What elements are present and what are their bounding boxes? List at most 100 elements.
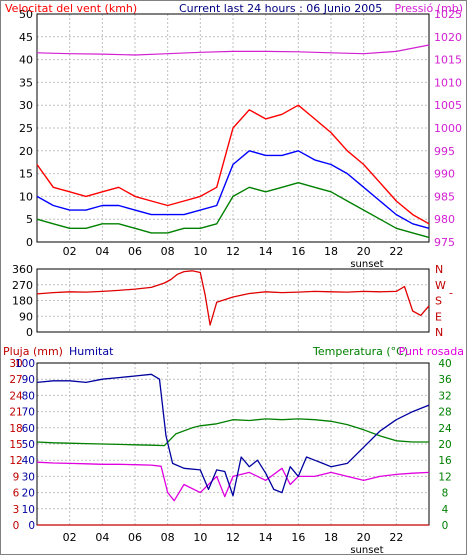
dewpoint-axis-title: Punt rosada [399,345,464,358]
pressure-tick-right: 1010 [434,76,462,89]
temperature-tick: 28 [438,407,451,419]
temperature-tick: 4 [442,504,449,516]
wind-axis-title: Velocitat del vent (kmh) [5,2,137,15]
rain-tick: 24 [9,390,23,402]
wind-tick-x: 02 [63,245,77,258]
pressure-tick-right: 975 [434,236,455,249]
humidity-temperature-chart: 0369121518212427300102030405060708090100… [3,345,464,554]
hum-tick-x: 22 [389,531,403,544]
pressure-tick-right: 1005 [434,99,462,112]
pressure-tick-right: 990 [434,168,455,181]
rain-tick: 21 [9,407,22,419]
humidity-tick: 0 [28,520,35,532]
series-line-avg [36,150,430,229]
hum-tick-x: 08 [161,531,175,544]
wind-tick-left: 5 [26,213,33,226]
rain-tick: 3 [13,504,20,516]
wind-tick-x: 12 [226,245,240,258]
dir-tick-left: 0 [26,326,33,339]
wind-tick-left: 15 [19,168,33,181]
dir-tick-right: S [435,295,442,308]
temperature-tick: 12 [438,471,451,483]
hum-tick-x: 02 [63,531,77,544]
dir-tick-left: 270 [12,279,33,292]
wind-tick-left: 0 [26,236,33,249]
humidity-tick: 50 [22,439,35,451]
pressure-tick-right: 995 [434,145,455,158]
humidity-tick: 70 [22,407,35,419]
pressure-axis-title: Pressió (mb) [394,2,463,15]
sunset-label: sunset [350,545,383,554]
rain-tick: 30 [9,358,22,370]
wind-tick-left: 50 [19,8,33,21]
temperature-tick: 0 [442,520,449,532]
hum-tick-x: 14 [259,531,273,544]
wind-tick-x: 08 [161,245,175,258]
pressure-tick-right: 1025 [434,8,462,21]
chart-title: Current last 24 hours : 06 Junio 2005 [179,2,382,15]
hum-tick-x: 18 [324,531,338,544]
wind-tick-x: 06 [128,245,142,258]
hum-tick-x: 10 [193,531,207,544]
wind-plot-frame [36,13,430,243]
humidity-tick: 60 [22,423,35,435]
series-line-gust [36,104,430,225]
wind-tick-left: 45 [19,31,33,44]
wind-tick-x: 18 [324,245,338,258]
wind-tick-left: 40 [19,54,33,67]
series-line-min [36,181,430,239]
rain-tick: 15 [9,439,22,451]
wind-tick-x: 20 [357,245,371,258]
wind-tick-left: 25 [19,122,33,135]
series-line-dew [36,461,430,502]
humidity-tick: 40 [22,455,35,467]
rain-tick: 27 [9,374,22,386]
humidity-tick: 90 [22,374,35,386]
wind-tick-x: 16 [291,245,305,258]
wind-tick-x: 14 [259,245,273,258]
wind-tick-x: 04 [95,245,109,258]
series-line-direction [36,270,430,326]
hum-tick-x: 04 [95,531,109,544]
dir-tick-left: 180 [12,295,33,308]
humidity-axis-title: Humitat [69,345,114,358]
temperature-tick: 16 [438,455,452,467]
dir-tick-left: 90 [19,310,33,323]
sunset-label: sunset [350,259,383,270]
pressure-tick-right: 1000 [434,122,462,135]
rain-tick: 9 [13,471,20,483]
humidity-tick: 20 [22,488,35,500]
dir-plot-frame [36,268,430,333]
temperature-tick: 20 [438,439,451,451]
hum-tick-x: 06 [128,531,142,544]
pressure-tick-right: 985 [434,190,455,203]
dir-tick-left: 360 [12,263,33,276]
pressure-tick-right: 980 [434,213,455,226]
temperature-tick: 36 [438,374,452,386]
pressure-tick-right: 1015 [434,54,462,67]
temperature-tick: 8 [442,488,449,500]
series-line-hum [36,373,430,497]
humidity-tick: 80 [22,390,35,402]
temperature-tick: 32 [438,390,451,402]
wind-tick-x: 22 [389,245,403,258]
wind-tick-left: 20 [19,145,33,158]
dir-tick-right: N [435,263,443,276]
temperature-tick: 24 [438,423,452,435]
hum-tick-x: 20 [357,531,371,544]
wind-tick-left: 30 [19,99,33,112]
pressure-tick-right: 1020 [434,31,462,44]
dir-tick-right: N [435,326,443,339]
rain-axis-title: Pluja (mm) [3,345,63,358]
series-line-pressure [36,44,430,56]
hum-tick-x: 12 [226,531,240,544]
wind-tick-x: 10 [193,245,207,258]
wind-tick-left: 10 [19,190,33,203]
rain-tick: 0 [13,520,20,532]
humidity-tick: 30 [22,471,35,483]
rain-tick: 12 [9,455,22,467]
wind-pressure-chart: 0510152025303540455097598098599099510001… [5,2,463,270]
wind-tick-left: 35 [19,76,33,89]
